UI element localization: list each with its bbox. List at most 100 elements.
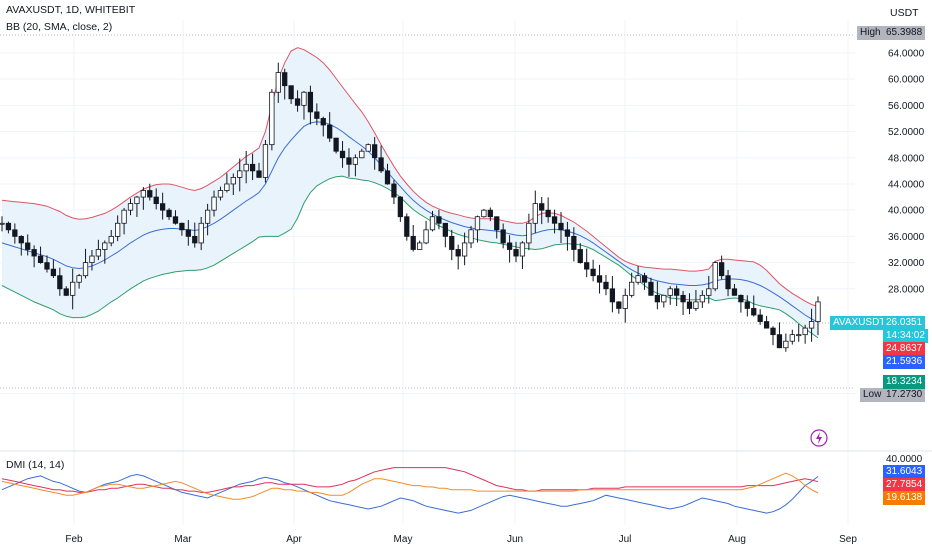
candle-body (680, 294, 686, 303)
symbol-price-tag[interactable]: AVAXUSDT (830, 316, 889, 330)
candle-body (314, 111, 320, 119)
candle-body (641, 275, 648, 283)
candle-body (519, 242, 526, 257)
price-tick-label: 60.0000 (888, 75, 925, 86)
bollinger-basis-line (1, 121, 819, 323)
candle-body (108, 235, 114, 244)
candle-body (115, 222, 121, 237)
candlestick-series (0, 62, 821, 352)
candle-body (179, 222, 185, 231)
candle-body (513, 249, 519, 257)
candle-body (706, 288, 712, 296)
candle-body (417, 242, 423, 250)
candle-body (506, 242, 513, 250)
candle-body (0, 222, 5, 225)
low-value: 17.2730 (883, 388, 926, 402)
candle-body (307, 91, 314, 113)
symbol-title[interactable]: AVAXUSDT, 1D, WHITEBIT (6, 4, 136, 16)
candle-body (346, 157, 352, 165)
candle-body (789, 334, 795, 342)
candle-body (217, 190, 224, 198)
bollinger-upper-band (1, 47, 819, 307)
bb-lower-tag: 18.3234 (883, 375, 926, 389)
candle-body (82, 262, 89, 277)
candle-body (224, 183, 230, 191)
candle-body (635, 275, 641, 283)
candle-body (192, 235, 198, 244)
candle-body (404, 216, 410, 237)
candle-body (31, 249, 37, 257)
price-tick-label: 44.0000 (888, 179, 925, 190)
low-label: Low (860, 388, 885, 402)
candle-body (282, 72, 288, 87)
candle-body (301, 91, 307, 106)
candle-body (429, 216, 436, 231)
candle-body (718, 262, 725, 277)
candle-body (526, 222, 532, 244)
candle-body (577, 249, 583, 263)
last-price-tag: 26.0351 (883, 316, 926, 330)
candle-body (172, 216, 179, 224)
candle-body (686, 301, 693, 309)
candle-body (249, 163, 256, 172)
time-tick-label: May (394, 534, 413, 545)
high-label: High (857, 26, 884, 40)
candle-body (802, 327, 808, 336)
candle-body (384, 170, 391, 185)
candle-body (262, 144, 269, 178)
time-axis-labels: Feb Mar Apr May Jun Jul Aug Sep (65, 534, 857, 545)
candle-body (198, 222, 204, 244)
dmi-plus-tag: 31.6043 (883, 465, 926, 479)
dmi-axis-top: 40.0000 (886, 454, 923, 465)
dmi-indicator-legend[interactable]: DMI (14, 14) (6, 459, 65, 471)
candle-body (808, 321, 815, 329)
time-tick-label: Jun (507, 534, 523, 545)
candle-body (474, 216, 481, 231)
candle-body (5, 222, 12, 231)
candle-body (558, 222, 564, 231)
candle-body (50, 268, 57, 277)
high-value: 65.3988 (883, 26, 926, 40)
candle-body (744, 301, 750, 309)
candle-body (551, 216, 558, 224)
candle-body (127, 203, 134, 211)
candle-body (339, 150, 346, 159)
time-tick-label: Mar (174, 534, 192, 545)
candle-body (211, 196, 217, 211)
currency-label[interactable]: USDT (890, 7, 919, 19)
candle-body (532, 203, 538, 224)
price-tick-label: 56.0000 (888, 101, 925, 112)
candle-body (731, 288, 738, 296)
candle-body (661, 294, 667, 303)
candle-body (674, 288, 680, 296)
candle-body (63, 288, 69, 296)
price-tick-label: 40.0000 (888, 206, 925, 217)
candle-body (294, 98, 301, 106)
candle-body (140, 190, 146, 198)
adx-tag: 19.6138 (883, 491, 926, 505)
time-tick-label: Sep (839, 534, 857, 545)
candle-body (102, 242, 108, 250)
candle-body (712, 262, 718, 290)
candle-body (397, 196, 403, 218)
candle-body (352, 157, 359, 165)
candle-body (147, 190, 153, 198)
bb-indicator-legend[interactable]: BB (20, SMA, close, 2) (6, 21, 113, 33)
candle-body (738, 294, 744, 303)
candle-body (12, 229, 18, 237)
candle-body (204, 209, 211, 224)
candle-body (654, 294, 661, 303)
candle-body (44, 262, 50, 270)
candle-body (269, 91, 275, 146)
candle-body (667, 288, 673, 296)
time-tick-label: Apr (286, 534, 302, 545)
candle-body (763, 321, 770, 329)
bollinger-band-fill (2, 47, 818, 338)
candle-body (648, 281, 654, 296)
dmi-minus-line (1, 467, 819, 493)
flash-icon[interactable] (810, 429, 828, 447)
candle-body (18, 235, 24, 244)
candle-body (571, 235, 577, 250)
candle-body (629, 281, 635, 296)
